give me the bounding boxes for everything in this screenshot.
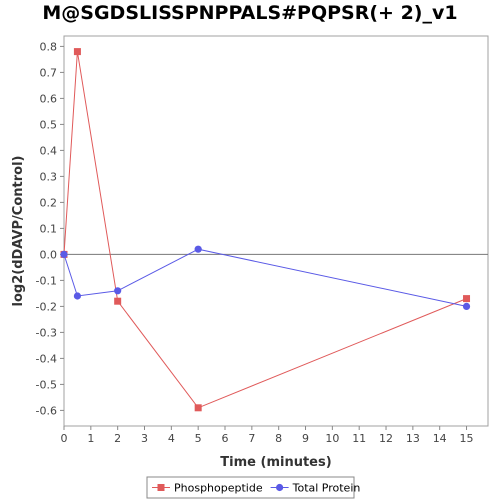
data-point xyxy=(73,292,82,300)
y-tick-label: -0.1 xyxy=(36,274,57,287)
y-tick-label: 0.8 xyxy=(40,40,58,53)
x-tick-label: 5 xyxy=(195,432,202,445)
legend-label: Total Protein xyxy=(292,482,361,495)
y-tick-label: 0.1 xyxy=(40,222,58,235)
y-axis-title: log2(dDAVP/Control) xyxy=(11,156,26,307)
x-tick-label: 14 xyxy=(433,432,447,445)
y-tick-label: -0.5 xyxy=(36,378,57,391)
x-tick-label: 2 xyxy=(114,432,121,445)
legend-marker xyxy=(157,484,165,491)
data-point xyxy=(194,245,202,253)
data-point xyxy=(114,287,122,295)
x-tick-label: 13 xyxy=(406,432,420,445)
plot-area: 0.8 0.7 0.6 0.5 0.4 0.3 0.2 0.1 0.0 -0.1 -0.2 -0.3 -… xyxy=(11,35,489,470)
y-tick-label: 0.0 xyxy=(40,248,58,261)
x-axis-title: Time (minutes) xyxy=(220,455,331,470)
data-point xyxy=(463,295,471,303)
y-tick-label: 0.5 xyxy=(40,118,58,131)
legend-box xyxy=(146,476,355,499)
x-tick-label: 1 xyxy=(87,432,94,445)
x-tick-label: 10 xyxy=(325,432,339,445)
data-point xyxy=(194,404,202,412)
y-tick-label: 0.2 xyxy=(40,196,58,209)
x-tick-label: 6 xyxy=(222,432,229,445)
data-point xyxy=(73,48,81,56)
data-point xyxy=(114,297,122,305)
x-tick-label: 11 xyxy=(352,432,366,445)
y-tick-label: -0.4 xyxy=(36,352,57,365)
x-tick-label: 4 xyxy=(168,432,175,445)
legend-label: Phosphopeptide xyxy=(174,482,263,495)
y-tick-label: -0.3 xyxy=(36,326,57,339)
x-tick-label: 8 xyxy=(275,432,282,445)
chart-title: M@SGDSLISSPNPPALS#PQPSR(+ 2)_v1 xyxy=(42,2,458,24)
x-tick-label: 3 xyxy=(141,432,148,445)
y-tick-label: -0.2 xyxy=(36,300,57,313)
legend-marker xyxy=(276,483,284,492)
x-tick-label: 9 xyxy=(302,432,309,445)
x-tick-label: 0 xyxy=(61,432,68,445)
x-tick-label: 15 xyxy=(460,432,474,445)
legend: Phosphopeptide Total Protein xyxy=(146,476,361,499)
y-tick-label: 0.7 xyxy=(40,66,58,79)
data-point xyxy=(60,250,68,258)
plot-frame xyxy=(63,35,489,427)
x-tick-label: 12 xyxy=(379,432,393,445)
y-tick-label: 0.4 xyxy=(40,144,58,157)
data-point xyxy=(462,302,471,310)
y-tick-label: -0.6 xyxy=(36,404,57,417)
x-tick-label: 7 xyxy=(248,432,255,445)
y-tick-label: 0.6 xyxy=(40,92,58,105)
y-tick-label: 0.3 xyxy=(40,170,58,183)
